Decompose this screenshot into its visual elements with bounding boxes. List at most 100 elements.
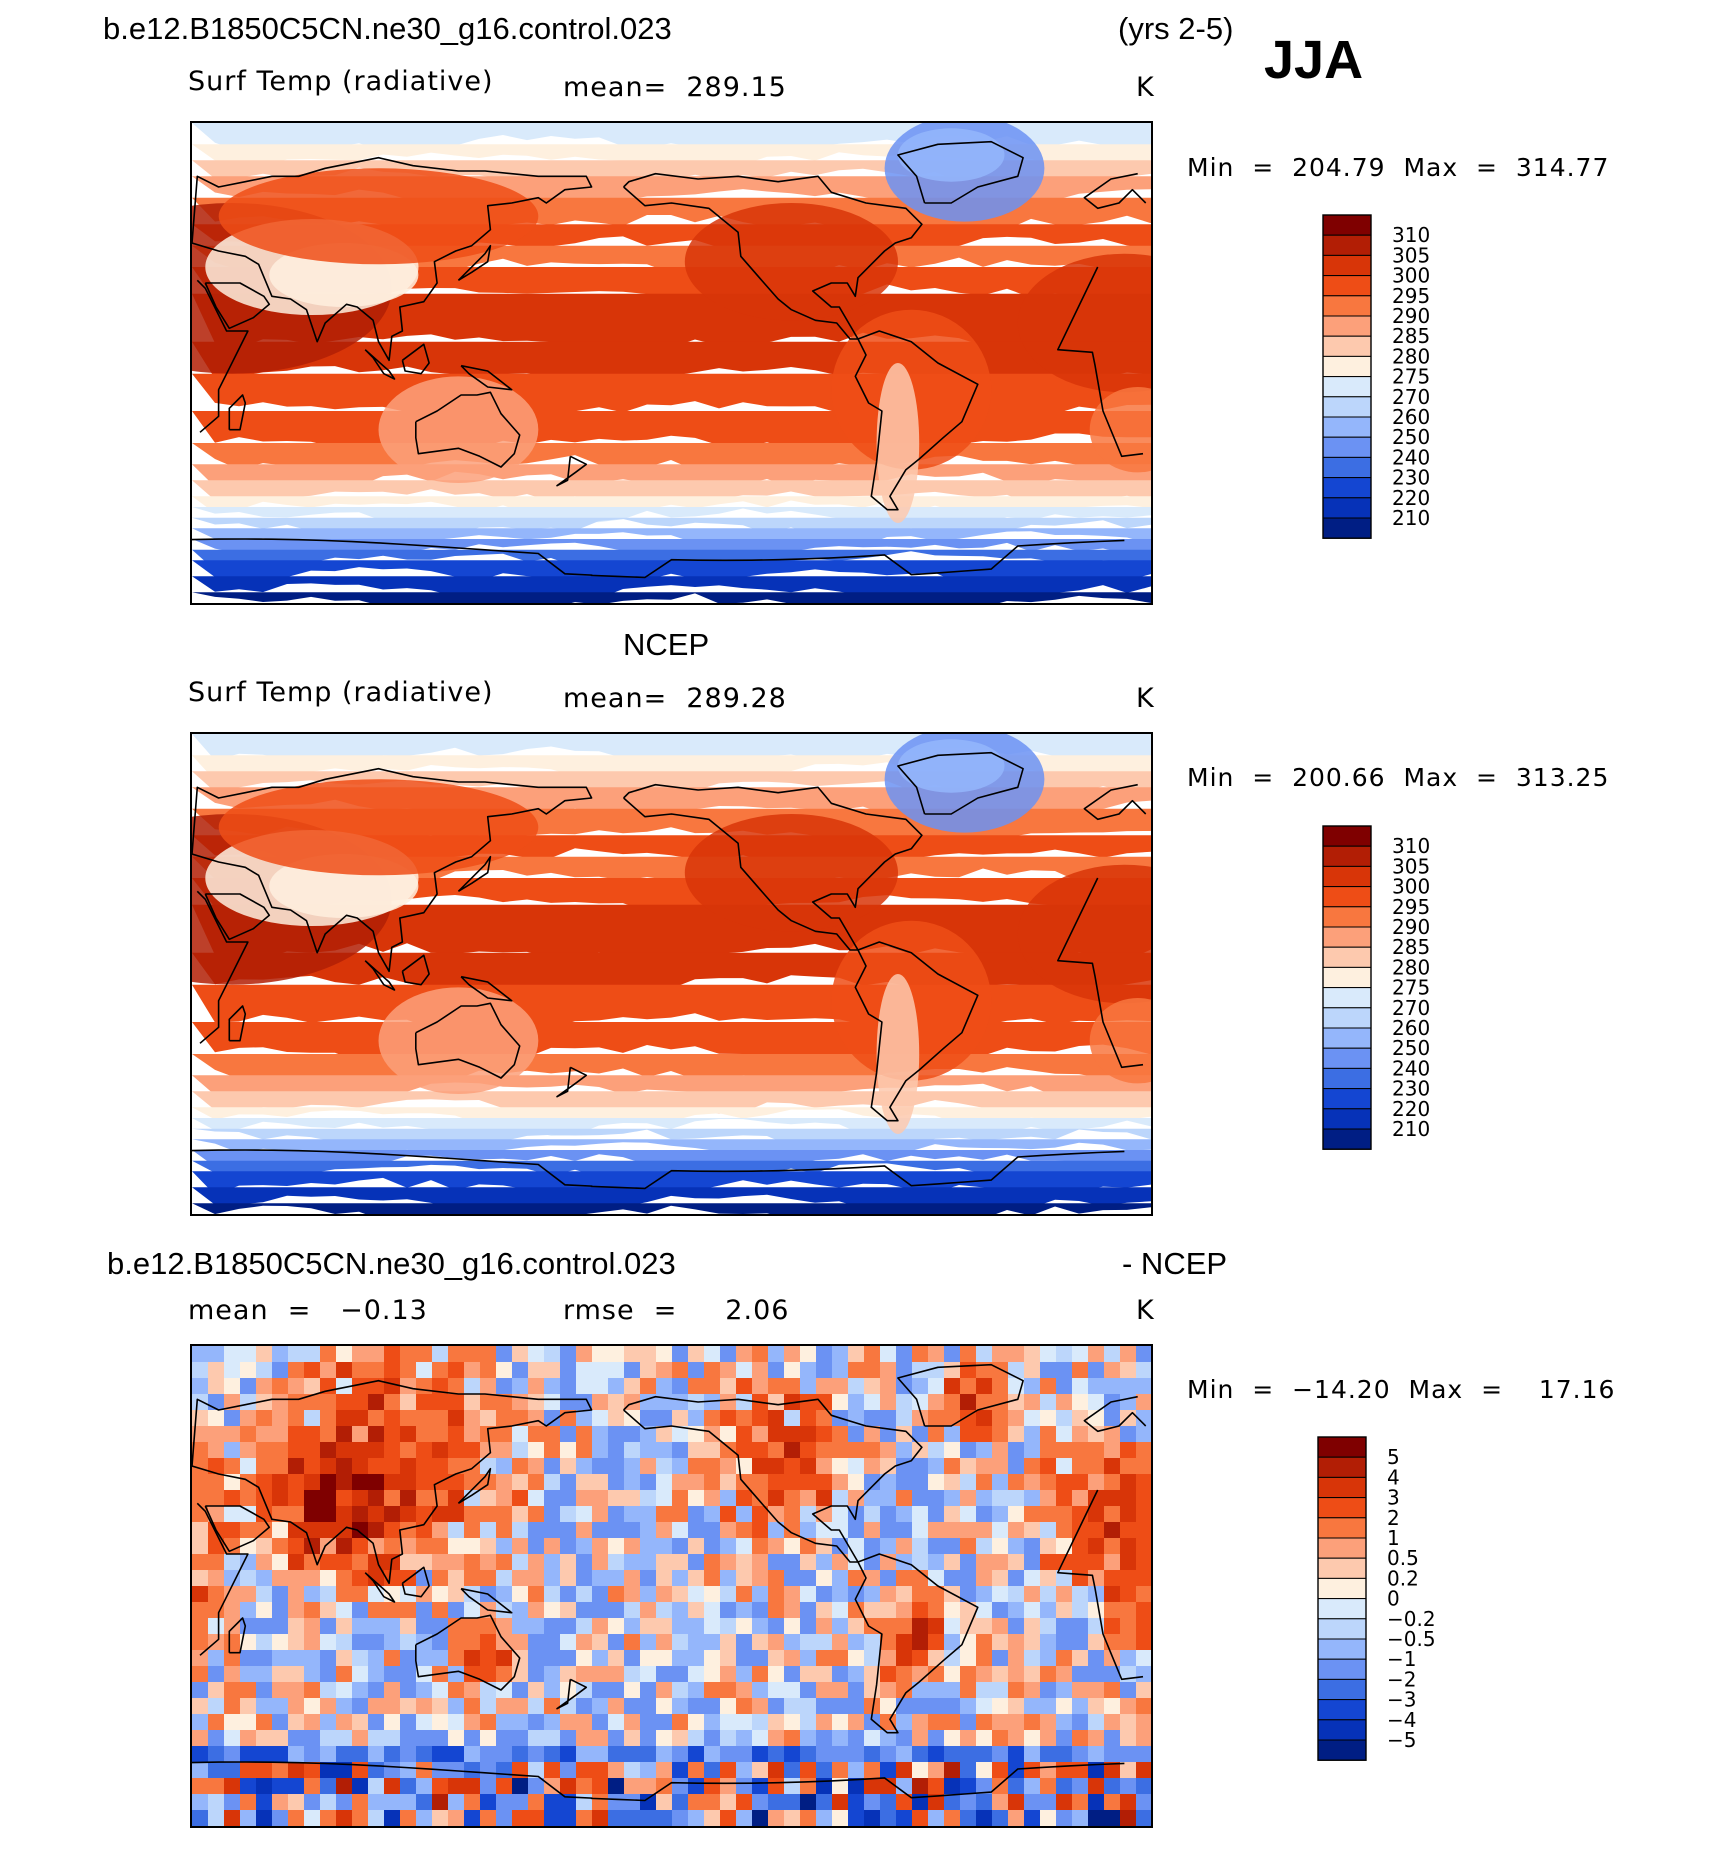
diff-cell bbox=[576, 1602, 593, 1619]
diff-cell bbox=[656, 1730, 673, 1747]
diff-cell bbox=[640, 1762, 657, 1779]
diff-cell bbox=[896, 1570, 913, 1587]
diff-cell bbox=[208, 1554, 225, 1571]
diff-cell bbox=[672, 1586, 689, 1603]
diff-cell bbox=[560, 1506, 577, 1523]
diff-cell bbox=[704, 1682, 721, 1699]
diff-cell bbox=[960, 1746, 977, 1763]
diff-cell bbox=[928, 1746, 945, 1763]
colorbar-tick-label: 310 bbox=[1392, 834, 1430, 858]
diff-cell bbox=[1024, 1522, 1041, 1539]
diff-cell bbox=[256, 1634, 273, 1651]
diff-cell bbox=[240, 1506, 257, 1523]
diff-cell bbox=[544, 1714, 561, 1731]
diff-cell bbox=[1104, 1506, 1121, 1523]
diff-cell bbox=[288, 1458, 305, 1475]
diff-cell bbox=[624, 1794, 641, 1811]
diff-cell bbox=[816, 1682, 833, 1699]
diff-cell bbox=[832, 1474, 849, 1491]
diff-cell bbox=[976, 1522, 993, 1539]
diff-cell bbox=[704, 1570, 721, 1587]
diff-cell bbox=[800, 1442, 817, 1459]
diff-cell bbox=[976, 1586, 993, 1603]
diff-cell bbox=[384, 1682, 401, 1699]
diff-cell bbox=[864, 1746, 881, 1763]
diff-cell bbox=[976, 1490, 993, 1507]
diff-cell bbox=[512, 1778, 529, 1795]
diff-cell bbox=[480, 1394, 497, 1411]
contour-band bbox=[192, 878, 1151, 914]
diff-cell bbox=[224, 1602, 241, 1619]
diff-cell bbox=[544, 1586, 561, 1603]
diff-cell bbox=[976, 1650, 993, 1667]
diff-cell bbox=[608, 1650, 625, 1667]
diff-cell bbox=[800, 1474, 817, 1491]
diff-cell bbox=[1056, 1442, 1073, 1459]
contour-blob bbox=[1089, 998, 1151, 1084]
diff-cell bbox=[480, 1794, 497, 1811]
diff-cell bbox=[256, 1602, 273, 1619]
diff-cell bbox=[560, 1426, 577, 1443]
diff-cell bbox=[416, 1730, 433, 1747]
diff-cell bbox=[896, 1794, 913, 1811]
colorbar-tick-label: 210 bbox=[1392, 506, 1430, 530]
diff-cell bbox=[784, 1506, 801, 1523]
diff-cell bbox=[576, 1762, 593, 1779]
diff-cell bbox=[512, 1810, 529, 1826]
diff-cell bbox=[224, 1746, 241, 1763]
diff-cell bbox=[960, 1522, 977, 1539]
diff-cell bbox=[400, 1810, 417, 1826]
diff-cell bbox=[336, 1394, 353, 1411]
diff-cell bbox=[912, 1490, 929, 1507]
diff-cell bbox=[304, 1698, 321, 1715]
diff-cell bbox=[416, 1682, 433, 1699]
diff-cell bbox=[704, 1698, 721, 1715]
diff-cell bbox=[848, 1762, 865, 1779]
diff-cell bbox=[800, 1650, 817, 1667]
diff-cell bbox=[768, 1746, 785, 1763]
diff-cell bbox=[432, 1746, 449, 1763]
diff-cell bbox=[752, 1586, 769, 1603]
diff-cell bbox=[1056, 1506, 1073, 1523]
diff-cell bbox=[864, 1586, 881, 1603]
diff-cell bbox=[640, 1666, 657, 1683]
diff-cell bbox=[784, 1410, 801, 1427]
diff-cell bbox=[496, 1730, 513, 1747]
diff-cell bbox=[704, 1474, 721, 1491]
diff-cell bbox=[608, 1666, 625, 1683]
diff-cell bbox=[736, 1522, 753, 1539]
diff-cell bbox=[864, 1522, 881, 1539]
diff-cell bbox=[1040, 1634, 1057, 1651]
diff-cell bbox=[256, 1650, 273, 1667]
diff-cell bbox=[864, 1506, 881, 1523]
diff-cell bbox=[640, 1778, 657, 1795]
diff-cell bbox=[928, 1506, 945, 1523]
diff-cell bbox=[816, 1618, 833, 1635]
diff-cell bbox=[320, 1362, 337, 1379]
diff-cell bbox=[736, 1378, 753, 1395]
diff-cell bbox=[208, 1682, 225, 1699]
diff-cell bbox=[688, 1794, 705, 1811]
diff-cell bbox=[1008, 1410, 1025, 1427]
diff-cell bbox=[1120, 1586, 1137, 1603]
diff-cell bbox=[352, 1618, 369, 1635]
diff-cell bbox=[976, 1618, 993, 1635]
colorbar-swatch bbox=[1322, 886, 1372, 908]
diff-cell bbox=[256, 1778, 273, 1795]
diff-cell bbox=[928, 1730, 945, 1747]
diff-cell bbox=[1056, 1602, 1073, 1619]
diff-cell bbox=[640, 1714, 657, 1731]
diff-cell bbox=[192, 1730, 209, 1747]
diff-cell bbox=[224, 1426, 241, 1443]
diff-cell bbox=[256, 1714, 273, 1731]
diff-cell bbox=[832, 1618, 849, 1635]
diff-cell bbox=[352, 1570, 369, 1587]
diff-cell bbox=[496, 1698, 513, 1715]
panel3-colorbar: 5 4 3 2 1 0.5 0.2 0 −0.2 −0.5 −1 −2 −3 −4 −5 bbox=[1317, 1436, 1447, 1763]
diff-cell bbox=[480, 1730, 497, 1747]
diff-cell bbox=[464, 1618, 481, 1635]
panel1-colorbar: 310 305 300 295 290 285 280 275 270 260 250 240 230 2… bbox=[1322, 214, 1452, 541]
diff-cell bbox=[912, 1362, 929, 1379]
diff-cell bbox=[768, 1666, 785, 1683]
diff-cell bbox=[1024, 1490, 1041, 1507]
